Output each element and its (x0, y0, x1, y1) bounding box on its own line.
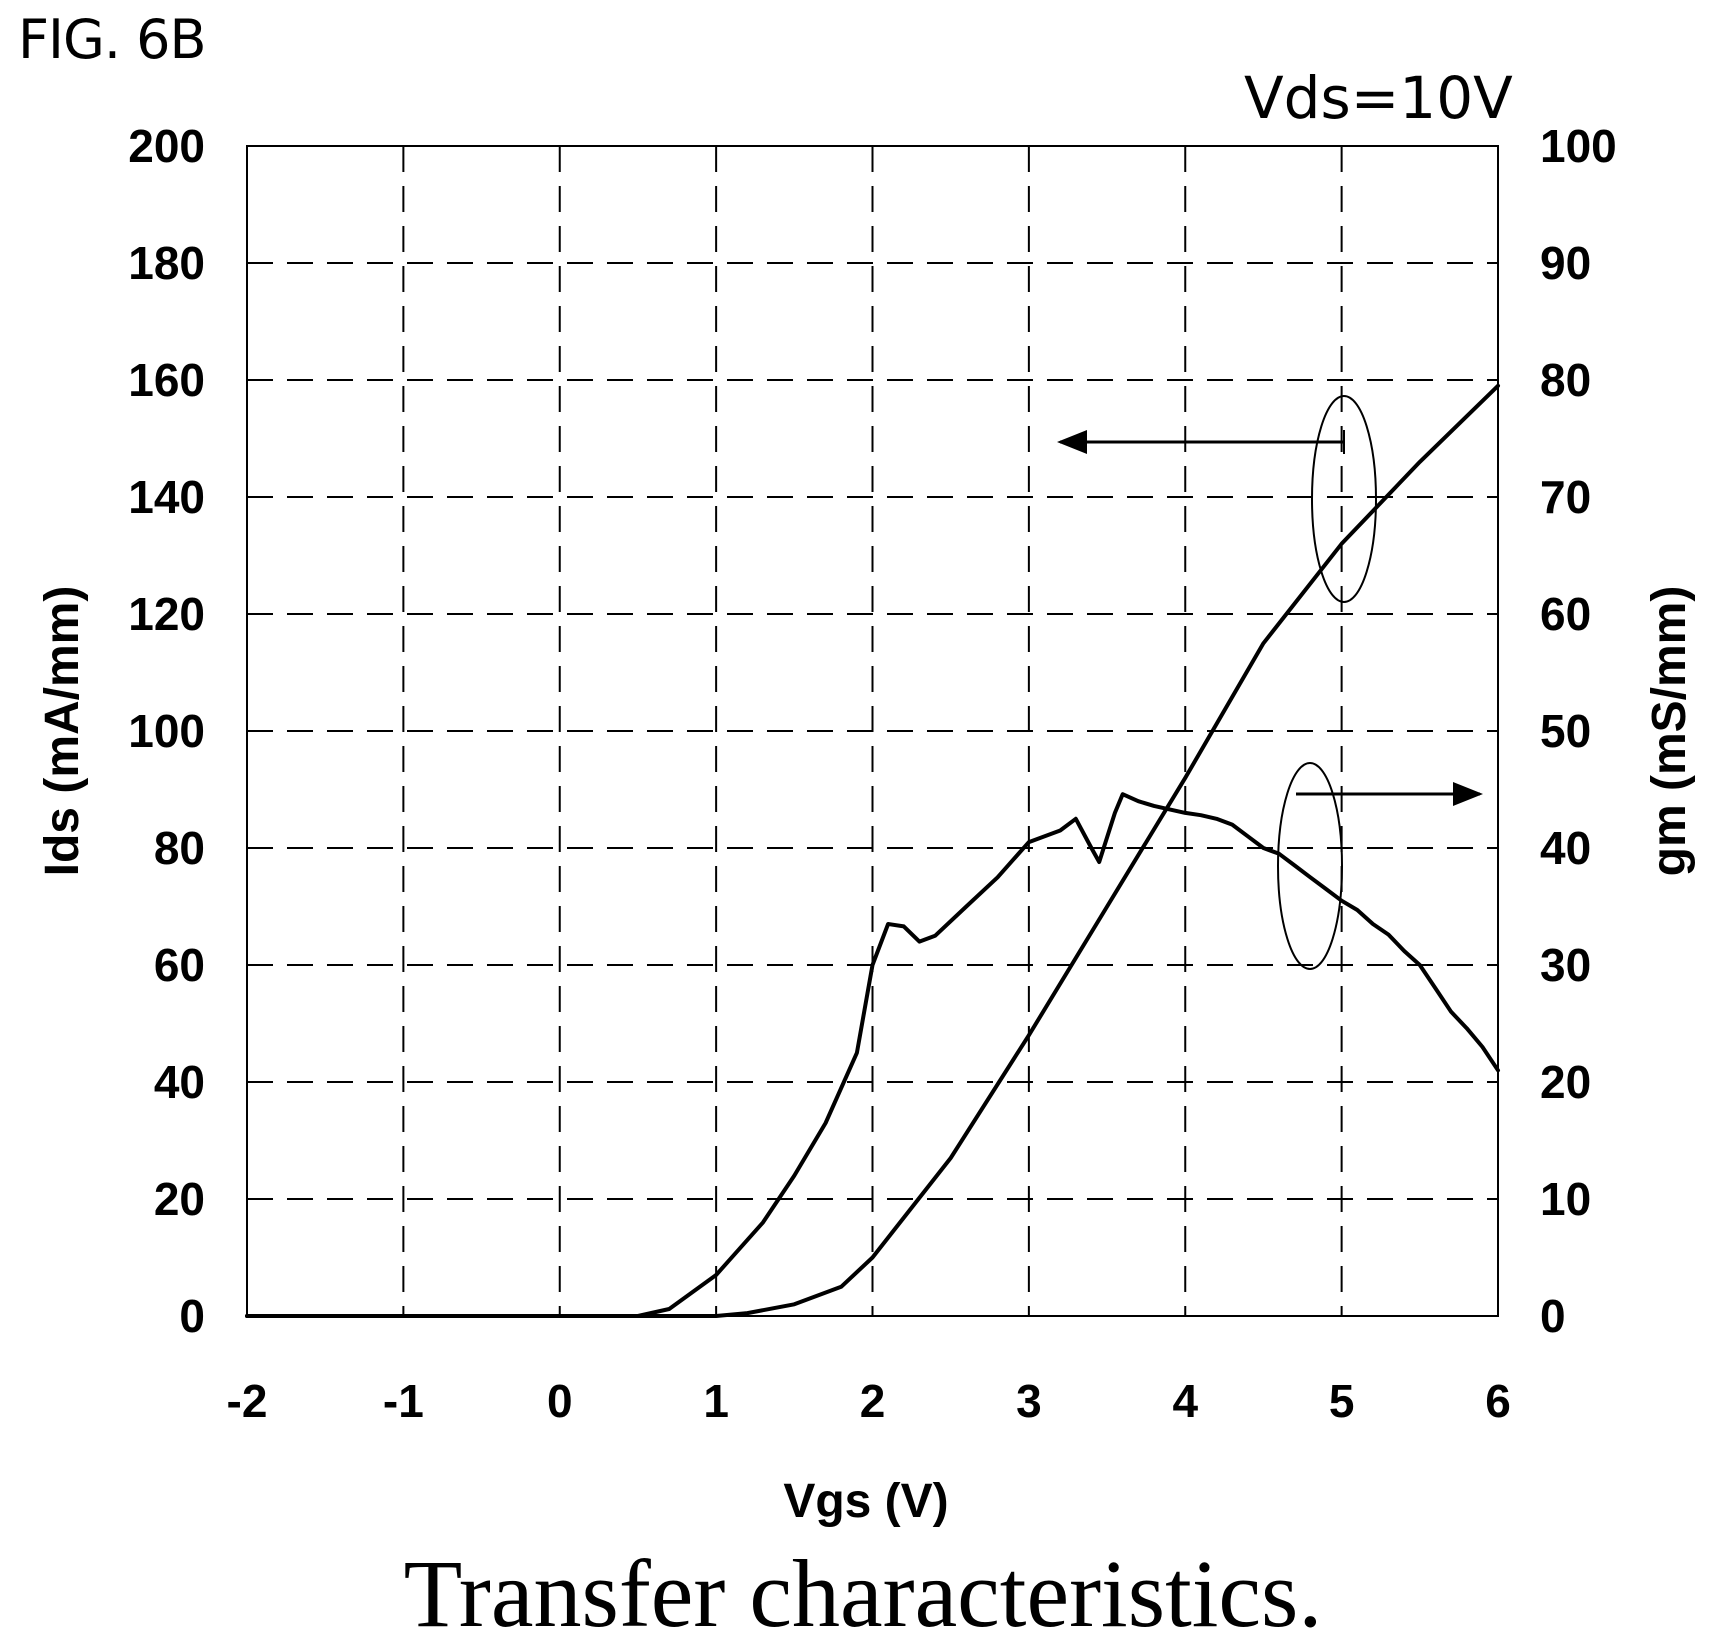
right-tick-label: 20 (1540, 1056, 1591, 1108)
left-tick-label: 80 (154, 822, 205, 874)
right-tick-label: 60 (1540, 588, 1591, 640)
left-axis-ticks: 0 20 40 60 80 100 120 140 160 180 200 (128, 120, 205, 1342)
x-tick-label: 1 (703, 1375, 729, 1427)
ids-curve-marker-ellipse (1311, 395, 1377, 603)
left-tick-label: 160 (128, 354, 205, 406)
left-tick-label: 60 (154, 939, 205, 991)
right-tick-label: 10 (1540, 1173, 1591, 1225)
left-tick-label: 20 (154, 1173, 205, 1225)
right-axis-ticks: 0 10 20 30 40 50 60 70 80 90 100 (1540, 120, 1617, 1342)
right-tick-label: 40 (1540, 822, 1591, 874)
x-axis-ticks: -2 -1 0 1 2 3 4 5 6 (227, 1375, 1511, 1427)
x-tick-label: -2 (227, 1375, 268, 1427)
left-tick-label: 120 (128, 588, 205, 640)
left-tick-label: 40 (154, 1056, 205, 1108)
condition-label: Vds=10V (1244, 64, 1513, 132)
left-tick-label: 180 (128, 237, 205, 289)
caption: Transfer characteristics. (403, 1540, 1323, 1647)
right-tick-label: 70 (1540, 471, 1591, 523)
x-tick-label: 5 (1329, 1375, 1355, 1427)
left-tick-label: 140 (128, 471, 205, 523)
right-tick-label: 90 (1540, 237, 1591, 289)
x-tick-label: -1 (383, 1375, 424, 1427)
right-tick-label: 0 (1540, 1290, 1566, 1342)
left-tick-label: 100 (128, 705, 205, 757)
left-tick-label: 200 (128, 120, 205, 172)
figure-label: FIG. 6B (18, 8, 207, 71)
annotations (1057, 395, 1483, 970)
y2-axis-label: gm (mS/mm) (1643, 586, 1696, 877)
x-tick-label: 6 (1485, 1375, 1511, 1427)
x-tick-label: 4 (1172, 1375, 1198, 1427)
series-group (245, 383, 1500, 1318)
right-tick-label: 80 (1540, 354, 1591, 406)
gm-series-line (245, 792, 1500, 1318)
grid (247, 146, 1498, 1316)
gm-curve-marker-ellipse (1277, 762, 1343, 970)
x-tick-label: 3 (1016, 1375, 1042, 1427)
x-tick-label: 0 (547, 1375, 573, 1427)
y-axis-label: Ids (mA/mm) (36, 586, 89, 877)
x-axis-label: Vgs (V) (783, 1475, 948, 1528)
x-tick-label: 2 (860, 1375, 886, 1427)
right-tick-label: 30 (1540, 939, 1591, 991)
left-tick-label: 0 (179, 1290, 205, 1342)
plot-frame (246, 145, 1499, 1317)
right-tick-label: 50 (1540, 705, 1591, 757)
right-tick-label: 100 (1540, 120, 1617, 172)
